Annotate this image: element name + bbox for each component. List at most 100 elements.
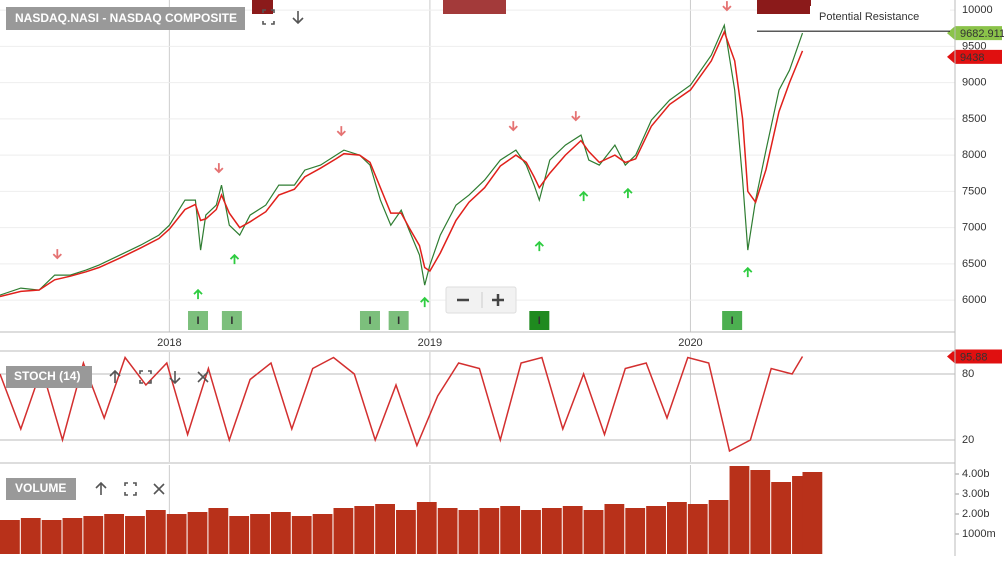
event-label: I: [230, 315, 233, 327]
volume-bar: [458, 510, 479, 554]
volume-bar: [229, 516, 250, 554]
event-box: [529, 311, 550, 330]
zoom-box: [445, 286, 517, 314]
volume-bar: [771, 482, 792, 554]
y-tick-label: 80: [962, 368, 974, 380]
grid-layer: 2018 2019 2020 6000 6500 7000 7500 8000 8500 9000…: [0, 0, 996, 554]
y-tick-label: 4.00b: [962, 468, 990, 480]
event-label: I: [731, 315, 734, 327]
y-tick-label: 1000m: [962, 528, 996, 540]
volume-bar: [41, 520, 62, 554]
title-box: [6, 366, 92, 388]
close-icon[interactable]: [197, 371, 209, 383]
x-tick-label: 2019: [418, 337, 442, 349]
event-badge[interactable]: I: [359, 311, 380, 330]
plot-layer: 9682.911 9438 Potential Resistance I I I I I I 95…: [0, 1, 1004, 554]
y-tick-label: 20: [962, 434, 974, 446]
sell-arrow: [571, 111, 581, 122]
volume-bar: [437, 508, 458, 554]
series-line: [0, 29, 804, 298]
badge[interactable]: [252, 0, 273, 14]
annotation-box: [810, 6, 950, 28]
title-box: [6, 7, 245, 30]
zoom-control: [445, 286, 517, 314]
buy-arrow: [193, 288, 203, 300]
volume-bar: [396, 510, 416, 554]
volume-bar: [291, 516, 312, 554]
close-icon[interactable]: [153, 483, 165, 495]
y-tick-label: 3.00b: [962, 488, 990, 500]
zoom-in[interactable]: [492, 294, 504, 306]
value-tag: [947, 349, 1002, 364]
y-tick-label: 6000: [962, 294, 986, 306]
event-box: [359, 311, 380, 330]
y-tick-label: 9500: [962, 40, 986, 52]
volume-bar: [562, 506, 583, 554]
buy-arrow: [420, 296, 430, 308]
series-line: [0, 355, 804, 453]
badge[interactable]: [757, 0, 811, 14]
x-tick-label: 2018: [157, 337, 181, 349]
chart-title: NASDAQ.NASI - NASDAQ COMPOSITE: [15, 11, 237, 25]
volume-bar: [667, 502, 687, 554]
volume-bar: [208, 508, 229, 554]
value-tag-label: 9438: [960, 52, 984, 64]
sell-arrow: [722, 1, 732, 12]
volume-bar: [145, 510, 166, 554]
y-tick-label: 2.00b: [962, 508, 990, 520]
sell-arrow: [214, 163, 224, 174]
volume-bar: [312, 514, 333, 554]
value-tag: [947, 26, 1002, 41]
fullscreen-icon[interactable]: [139, 370, 152, 384]
volume-bar: [62, 518, 83, 554]
volume-bar: [521, 510, 541, 554]
buy-arrow: [623, 187, 633, 199]
volume-bar: [541, 508, 562, 554]
volume-bar: [646, 506, 666, 554]
fullscreen-icon[interactable]: [262, 9, 275, 25]
sell-arrow: [508, 121, 518, 132]
volume-bar: [479, 508, 500, 554]
y-tick-label: 9000: [962, 77, 986, 89]
volume-bar: [625, 508, 646, 554]
down-icon[interactable]: [169, 371, 181, 385]
volume-bar: [250, 514, 270, 554]
volume-bar: [270, 512, 291, 554]
title-box: [6, 478, 76, 500]
y-tick-label: 10000: [962, 4, 993, 16]
buy-arrow: [534, 240, 544, 252]
event-badge[interactable]: I: [388, 311, 409, 330]
event-badge[interactable]: I: [722, 311, 743, 330]
sell-arrow: [336, 126, 346, 137]
down-icon[interactable]: [292, 11, 304, 25]
event-badge[interactable]: I: [188, 311, 209, 330]
volume-bar: [802, 472, 823, 554]
annotation-text: Potential Resistance: [819, 11, 919, 23]
y-tick-label: 8000: [962, 149, 986, 161]
up-icon[interactable]: [95, 481, 107, 495]
y-tick-label: 6500: [962, 258, 986, 270]
volume-bar: [187, 512, 208, 554]
buy-arrow: [578, 190, 589, 202]
x-tick-label: 2020: [678, 337, 702, 349]
event-badge[interactable]: I: [529, 311, 550, 330]
fullscreen-icon[interactable]: [124, 482, 137, 496]
up-icon[interactable]: [109, 369, 121, 383]
panel-title: STOCH (14): [14, 369, 80, 383]
event-label: I: [397, 315, 400, 327]
volume-bar: [104, 514, 125, 554]
volume-bar: [125, 516, 145, 554]
value-tag-label: 9682.911: [960, 28, 1004, 40]
event-label: I: [538, 315, 541, 327]
volume-bar: [20, 518, 41, 554]
y-tick-label: 7000: [962, 222, 986, 234]
event-box: [388, 311, 409, 330]
panel-title: VOLUME: [15, 481, 66, 495]
volume-bar: [729, 466, 750, 554]
badge[interactable]: [443, 0, 506, 14]
event-badge[interactable]: I: [221, 311, 242, 330]
volume-bar: [750, 470, 771, 554]
volume-bar: [333, 508, 354, 554]
